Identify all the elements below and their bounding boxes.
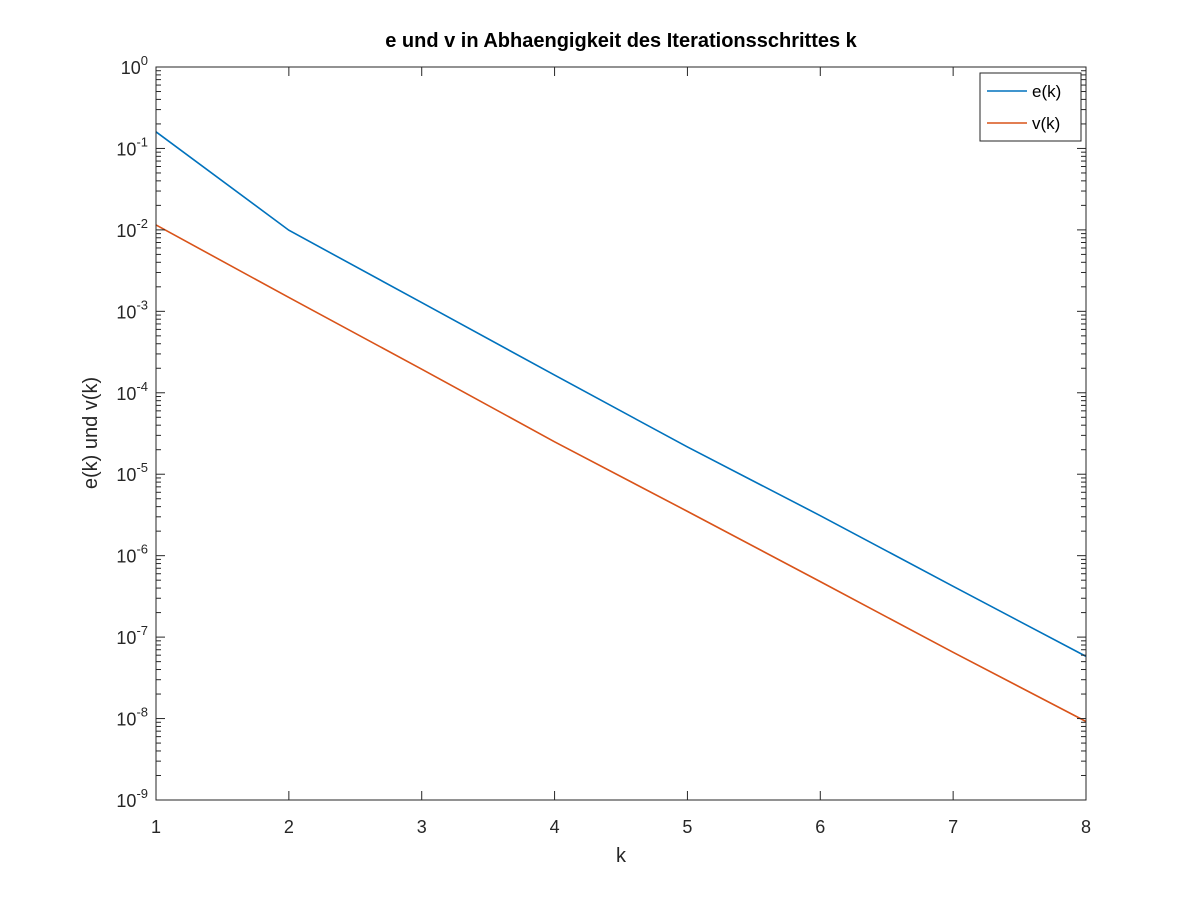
x-ticks: 1 2 3 4 5 6 7 8 bbox=[151, 67, 1091, 837]
x-tick-label: 1 bbox=[151, 817, 161, 837]
x-tick-label: 4 bbox=[550, 817, 560, 837]
y-tick-label: 10-8 bbox=[116, 705, 148, 730]
y-tick-label: 10-7 bbox=[116, 623, 148, 648]
x-tick-label: 8 bbox=[1081, 817, 1091, 837]
x-tick-label: 2 bbox=[284, 817, 294, 837]
x-axis-label: k bbox=[616, 845, 627, 867]
y-tick-label: 100 bbox=[121, 53, 148, 78]
x-tick-label: 5 bbox=[682, 817, 692, 837]
y-tick-label: 10-5 bbox=[116, 460, 148, 485]
y-tick-label: 10-9 bbox=[116, 786, 148, 811]
legend-label-2: v(k) bbox=[1032, 114, 1060, 133]
plot-area bbox=[156, 67, 1086, 800]
y-ticks: 100 10-1 10-2 10-3 10-4 10-5 10-6 10-7 10-8 10-9 bbox=[116, 53, 1086, 811]
x-tick-label: 6 bbox=[815, 817, 825, 837]
x-tick-label: 7 bbox=[948, 817, 958, 837]
series-line-1 bbox=[155, 131, 1087, 658]
y-tick-label: 10-2 bbox=[116, 216, 148, 241]
legend: e(k) v(k) bbox=[979, 72, 1082, 142]
y-axis-label: e(k) und v(k) bbox=[80, 377, 102, 489]
legend-label-1: e(k) bbox=[1032, 82, 1061, 101]
chart-title: e und v in Abhaengigkeit des Iterationss… bbox=[385, 30, 857, 52]
y-tick-label: 10-6 bbox=[116, 542, 148, 567]
axes-box bbox=[155, 66, 1087, 801]
y-tick-label: 10-3 bbox=[116, 297, 148, 322]
x-tick-label: 3 bbox=[417, 817, 427, 837]
y-tick-label: 10-4 bbox=[116, 379, 148, 404]
legend-box bbox=[979, 72, 1082, 142]
series-layer bbox=[155, 131, 1087, 723]
y-tick-label: 10-1 bbox=[116, 134, 148, 159]
series-line-2 bbox=[155, 224, 1087, 723]
